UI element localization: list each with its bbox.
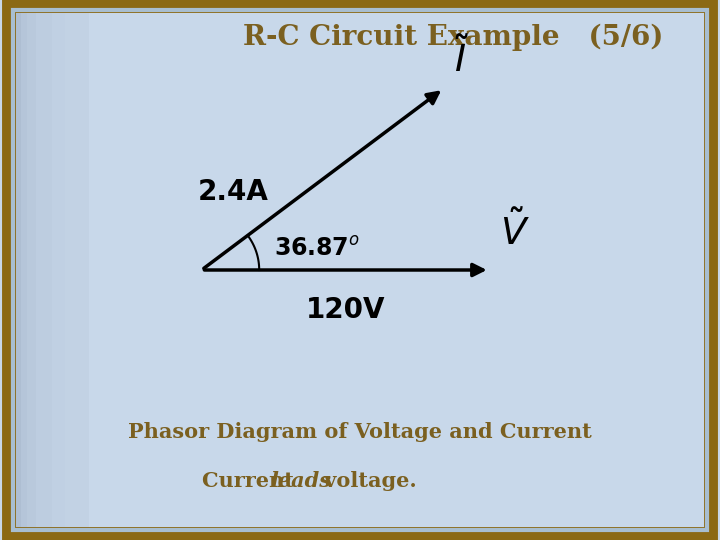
Text: voltage.: voltage. [317,470,417,491]
FancyBboxPatch shape [21,0,27,540]
Text: 2.4A: 2.4A [198,178,269,206]
FancyBboxPatch shape [37,0,53,540]
Text: $\tilde{I}$: $\tilde{I}$ [454,38,469,79]
Text: 120V: 120V [306,296,385,325]
FancyBboxPatch shape [27,0,37,540]
Text: Phasor Diagram of Voltage and Current: Phasor Diagram of Voltage and Current [128,422,592,442]
Text: $\tilde{V}$: $\tilde{V}$ [500,212,530,253]
Text: 36.87$^o$: 36.87$^o$ [274,237,359,260]
FancyBboxPatch shape [53,0,65,540]
Text: leads: leads [270,470,331,491]
FancyBboxPatch shape [8,0,21,540]
FancyBboxPatch shape [65,0,89,540]
Text: Current: Current [202,470,301,491]
Text: R-C Circuit Example   (5/6): R-C Circuit Example (5/6) [243,24,664,51]
